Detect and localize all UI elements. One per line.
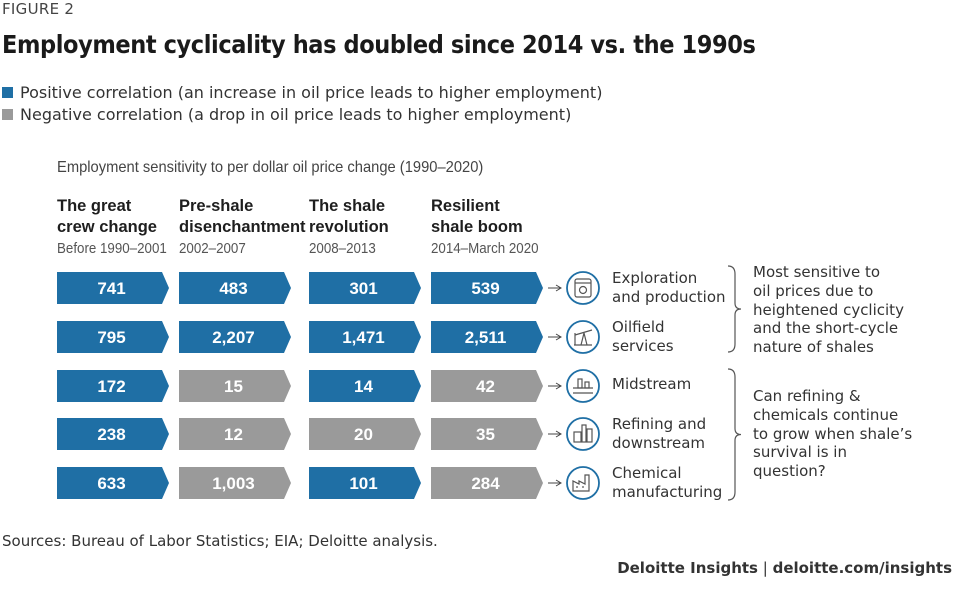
value-cell — [431, 467, 543, 499]
sector-label-exploration: Exploration and production — [612, 269, 726, 306]
value-cell — [309, 370, 421, 402]
row-arrowhead — [555, 430, 562, 438]
value-label: 741 — [97, 279, 125, 298]
legend-negative-label: Negative correlation (a drop in oil pric… — [20, 105, 572, 124]
column-header-1: The great crew change Before 1990–2001 — [57, 196, 187, 257]
value-cell — [431, 370, 543, 402]
value-label: 2,511 — [465, 328, 507, 347]
row-arrowhead — [555, 479, 562, 487]
value-label: 301 — [349, 279, 377, 298]
pipeline-icon-glyph — [573, 378, 593, 394]
value-label: 20 — [354, 425, 373, 444]
table-subtitle: Employment sensitivity to per dollar oil… — [57, 159, 484, 176]
oil-pump-icon-glyph — [574, 329, 593, 346]
value-cell — [57, 418, 169, 450]
value-cell — [179, 370, 291, 402]
legend-positive-swatch — [2, 87, 13, 98]
column-title: The shale revolution — [309, 197, 389, 236]
value-cell — [431, 272, 543, 304]
value-label: 1,471 — [342, 328, 385, 347]
value-cell — [431, 418, 543, 450]
column-period: Before 1990–2001 — [57, 241, 167, 257]
sector-label-chemical: Chemical manufacturing — [612, 464, 723, 501]
value-cell — [309, 321, 421, 353]
value-cell — [57, 467, 169, 499]
bracket-downstream — [727, 368, 742, 501]
value-label: 14 — [354, 377, 373, 396]
value-label: 101 — [349, 474, 377, 493]
value-cell — [309, 467, 421, 499]
sector-label-refining: Refining and downstream — [612, 415, 707, 452]
value-label: 284 — [471, 474, 500, 493]
column-header-3: The shale revolution 2008–2013 — [309, 196, 439, 257]
note-refining: Can refining & chemicals continue to gro… — [753, 387, 913, 481]
oil-tank-icon-glyph — [574, 278, 592, 298]
column-period: 2008–2013 — [309, 241, 376, 257]
column-header-4: Resilient shale boom 2014–March 2020 — [431, 196, 561, 257]
value-cell — [57, 272, 169, 304]
sector-label-midstream: Midstream — [612, 375, 692, 393]
value-label: 1,003 — [212, 474, 255, 493]
refinery-icon — [566, 417, 600, 451]
bracket-upstream — [727, 265, 742, 353]
factory-icon-glyph — [572, 474, 590, 492]
note-sensitive: Most sensitive to oil prices due to heig… — [753, 263, 904, 357]
value-label: 795 — [97, 328, 125, 347]
value-label: 15 — [224, 377, 243, 396]
value-label: 42 — [476, 377, 495, 396]
value-label: 12 — [224, 425, 243, 444]
value-cell — [179, 272, 291, 304]
value-cell — [57, 370, 169, 402]
legend-negative-swatch — [2, 109, 13, 120]
value-cell — [179, 321, 291, 353]
sector-label-oilfield: Oilfield services — [612, 318, 674, 355]
value-cell — [431, 321, 543, 353]
value-cell — [179, 418, 291, 450]
footer-brand: Deloitte Insights — [617, 559, 758, 577]
column-header-2: Pre-shale disenchantment 2002–2007 — [179, 196, 309, 257]
footer-separator: | — [757, 559, 773, 577]
footer: Deloitte Insights | deloitte.com/insight… — [617, 559, 952, 577]
value-label: 35 — [476, 425, 495, 444]
value-label: 633 — [97, 474, 125, 493]
refinery-icon-glyph — [573, 424, 593, 443]
figure-label: FIGURE 2 — [2, 0, 75, 18]
oil-tank-icon — [566, 271, 600, 305]
legend-positive-label: Positive correlation (an increase in oil… — [20, 83, 603, 102]
legend-negative: Negative correlation (a drop in oil pric… — [2, 105, 571, 124]
chart-title: Employment cyclicality has doubled since… — [2, 30, 756, 59]
row-arrowhead — [555, 284, 562, 292]
value-label: 172 — [97, 377, 125, 396]
column-title: Pre-shale disenchantment — [179, 197, 306, 236]
value-cell — [57, 321, 169, 353]
column-title: The great crew change — [57, 197, 157, 236]
column-period: 2014–March 2020 — [431, 241, 539, 257]
value-label: 238 — [97, 425, 125, 444]
pipeline-icon — [566, 369, 600, 403]
column-title: Resilient shale boom — [431, 197, 523, 236]
column-period: 2002–2007 — [179, 241, 246, 257]
value-cell — [179, 467, 291, 499]
row-arrowhead — [555, 382, 562, 390]
footer-url: deloitte.com/insights — [772, 559, 952, 577]
row-arrowhead — [555, 333, 562, 341]
sources-note: Sources: Bureau of Labor Statistics; EIA… — [2, 532, 438, 550]
legend-positive: Positive correlation (an increase in oil… — [2, 83, 602, 102]
value-label: 539 — [471, 279, 499, 298]
value-label: 2,207 — [212, 328, 255, 347]
value-cell — [309, 418, 421, 450]
value-label: 483 — [219, 279, 247, 298]
value-cell — [309, 272, 421, 304]
